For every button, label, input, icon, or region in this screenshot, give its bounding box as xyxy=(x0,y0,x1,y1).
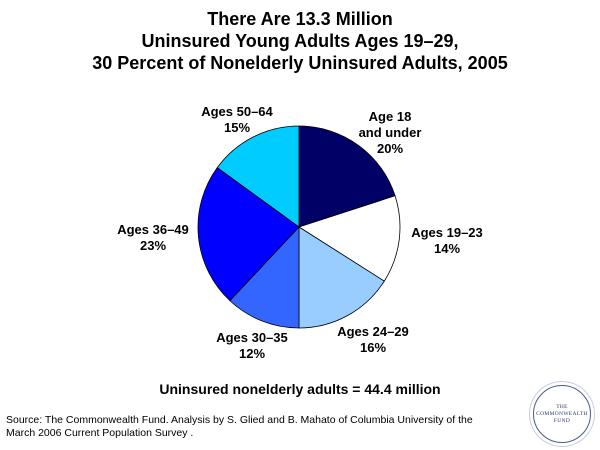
slice-label-ages-50-64: Ages 50–64 15% xyxy=(189,104,285,136)
pie-slice-3 xyxy=(229,225,300,329)
chart-title-line: Uninsured Young Adults Ages 19–29, xyxy=(141,31,459,51)
slice-label-ages-30-35: Ages 30–35 12% xyxy=(204,330,300,362)
slice-label-line: Age 18 xyxy=(368,109,412,124)
source-line: March 2006 Current Population Survey . xyxy=(6,427,194,439)
slice-pct-label: 12% xyxy=(238,346,266,361)
logo-text: THE COMMONWEALTH FUND xyxy=(536,403,588,424)
pie-slice-2 xyxy=(298,226,385,329)
pie-slice-5 xyxy=(216,125,300,228)
source-line: Source: The Commonwealth Fund. Analysis … xyxy=(6,414,473,426)
slice-label-line: Ages 30–35 xyxy=(216,330,288,345)
source-note: Source: The Commonwealth Fund. Analysis … xyxy=(6,414,476,440)
slice-label-line: Ages 24–29 xyxy=(337,324,409,339)
chart-title-line: There Are 13.3 Million xyxy=(207,9,393,29)
slice-pct-label: 16% xyxy=(359,340,387,355)
slice-label-ages-36-49: Ages 36–49 23% xyxy=(105,222,201,254)
pie-slice-0 xyxy=(298,125,396,228)
slice-pct-label: 15% xyxy=(223,120,251,135)
commonwealth-fund-logo: THE COMMONWEALTH FUND xyxy=(533,385,591,443)
slice-label-age-18-under: Age 18 and under 20% xyxy=(345,109,435,157)
chart-title-line: 30 Percent of Nonelderly Uninsured Adult… xyxy=(92,53,508,73)
slice-label-ages-19-23: Ages 19–23 14% xyxy=(402,225,492,257)
pie-slice-1 xyxy=(298,195,401,282)
slice-label-line: and under xyxy=(358,125,422,140)
slice-pct-label: 14% xyxy=(433,241,461,256)
chart-title: There Are 13.3 Million Uninsured Young A… xyxy=(0,8,600,74)
pie-slice-4 xyxy=(197,167,300,302)
slice-label-line: Ages 19–23 xyxy=(411,225,483,240)
slice-pct-label: 23% xyxy=(139,238,167,253)
slice-label-line: Ages 36–49 xyxy=(117,222,189,237)
slice-label-line: Ages 50–64 xyxy=(201,104,273,119)
slice-pct-label: 20% xyxy=(376,141,404,156)
total-note: Uninsured nonelderly adults = 44.4 milli… xyxy=(159,381,441,397)
slice-label-ages-24-29: Ages 24–29 16% xyxy=(328,324,418,356)
